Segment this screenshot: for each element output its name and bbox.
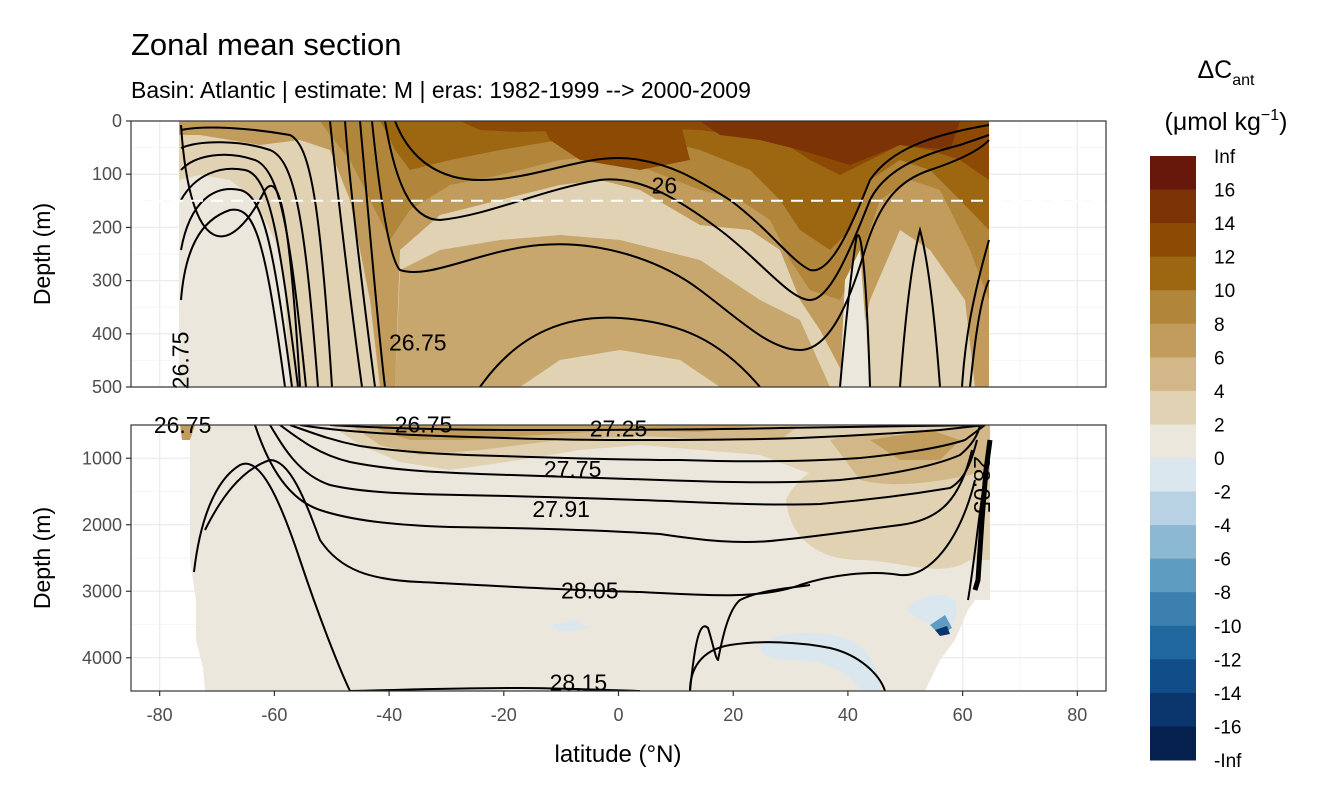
legend-swatch [1150, 256, 1196, 291]
panel-top: 26 26.75 26.75 0 100 200 300 400 500 [92, 111, 1107, 397]
panel-top-border [130, 120, 1107, 388]
contour-label: 26.75 [389, 330, 447, 356]
legend-swatch [1150, 323, 1196, 358]
contour-label: 27.75 [544, 456, 602, 482]
x-tick-label: 40 [838, 705, 858, 725]
y-tick-label: 500 [92, 377, 122, 397]
y-tick-label: 300 [92, 271, 122, 291]
y-axis-label-top: Depth (m) [29, 203, 55, 305]
x-axis-label: latitude (°N) [555, 741, 682, 768]
legend-swatch [1150, 659, 1196, 694]
legend-swatch [1150, 525, 1196, 560]
x-tick-label: 60 [953, 705, 973, 725]
legend-swatch [1150, 625, 1196, 660]
legend-label: -14 [1214, 684, 1242, 705]
x-tick-label: 80 [1067, 705, 1087, 725]
legend-label: Inf [1214, 147, 1236, 168]
legend-title: ΔCant [1197, 56, 1255, 89]
y-tick-label: 2000 [82, 515, 122, 535]
panel-bottom: 26.75 26.75 27.2527.7527.9128.0528.1528.05… [82, 411, 1107, 725]
legend-swatch [1150, 726, 1196, 761]
legend-label: 6 [1214, 348, 1225, 369]
panel-top-contour-labels: 26 26.75 26.75 [168, 173, 677, 390]
x-axis: -80 -60 -40 -20 0 20 40 60 80 [147, 691, 1087, 725]
panel-top-contours [180, 121, 990, 387]
x-tick-label: -60 [261, 705, 287, 725]
legend-colorbar [1150, 156, 1196, 761]
legend-swatch [1150, 458, 1196, 493]
panel-bottom-contours [193, 425, 993, 691]
legend: ΔCant (μmol kg−1) Inf 16 14 12 10 8 6 4 2 0 -2 -4 -6… [1150, 56, 1287, 772]
legend-label: 4 [1214, 382, 1225, 403]
y-tick-label: 3000 [82, 581, 122, 601]
legend-swatch [1150, 390, 1196, 425]
y-tick-label: 200 [92, 217, 122, 237]
x-tick-label: -20 [491, 705, 517, 725]
contour-label: 27.25 [590, 415, 648, 441]
legend-label: 8 [1214, 315, 1225, 336]
legend-swatch [1150, 223, 1196, 258]
y-axis-label-bottom: Depth (m) [29, 507, 55, 609]
legend-swatch [1150, 357, 1196, 392]
x-tick-label: 0 [613, 705, 623, 725]
legend-label: -16 [1214, 717, 1241, 738]
chart-subtitle: Basin: Atlantic | estimate: M | eras: 19… [131, 77, 751, 103]
legend-label: 12 [1214, 248, 1235, 269]
legend-swatch [1150, 290, 1196, 325]
legend-labels: Inf 16 14 12 10 8 6 4 2 0 -2 -4 -6 -8 -10 -12 -14 -16 -Inf [1214, 147, 1242, 772]
legend-label: -Inf [1214, 751, 1242, 772]
legend-label: 16 [1214, 181, 1235, 202]
legend-label: -12 [1214, 650, 1241, 671]
legend-label: 10 [1214, 281, 1235, 302]
x-tick-label: -40 [376, 705, 402, 725]
contour-label: 27.91 [532, 496, 590, 522]
legend-swatch [1150, 491, 1196, 526]
panel-bottom-y-axis: 1000 2000 3000 4000 [82, 448, 131, 668]
y-tick-label: 400 [92, 324, 122, 344]
legend-label: 0 [1214, 449, 1225, 470]
contour-label: 28.05 [561, 578, 619, 604]
chart-title: Zonal mean section [131, 27, 402, 62]
legend-label: -4 [1214, 516, 1231, 537]
y-tick-label: 4000 [82, 648, 122, 668]
contour-label: 28.05 [969, 456, 995, 514]
legend-swatch [1150, 592, 1196, 627]
legend-label: -2 [1214, 483, 1231, 504]
legend-label: 14 [1214, 214, 1236, 235]
contour-label: 26.75 [168, 332, 194, 390]
legend-label: -10 [1214, 617, 1241, 638]
legend-swatch [1150, 189, 1196, 224]
legend-swatch [1150, 558, 1196, 593]
x-tick-label: 20 [723, 705, 743, 725]
legend-label: 2 [1214, 415, 1225, 436]
legend-label: -6 [1214, 550, 1231, 571]
legend-swatch [1150, 156, 1196, 191]
panel-top-y-axis: 0 100 200 300 400 500 [92, 111, 131, 397]
x-tick-label: -80 [147, 705, 173, 725]
legend-swatch [1150, 424, 1196, 459]
y-tick-label: 100 [92, 164, 122, 184]
legend-units: (μmol kg−1) [1165, 107, 1288, 136]
legend-swatch [1150, 692, 1196, 727]
contour-label: 26 [652, 173, 678, 199]
y-tick-label: 1000 [82, 448, 122, 468]
y-tick-label: 0 [112, 111, 122, 131]
legend-label: -8 [1214, 583, 1231, 604]
